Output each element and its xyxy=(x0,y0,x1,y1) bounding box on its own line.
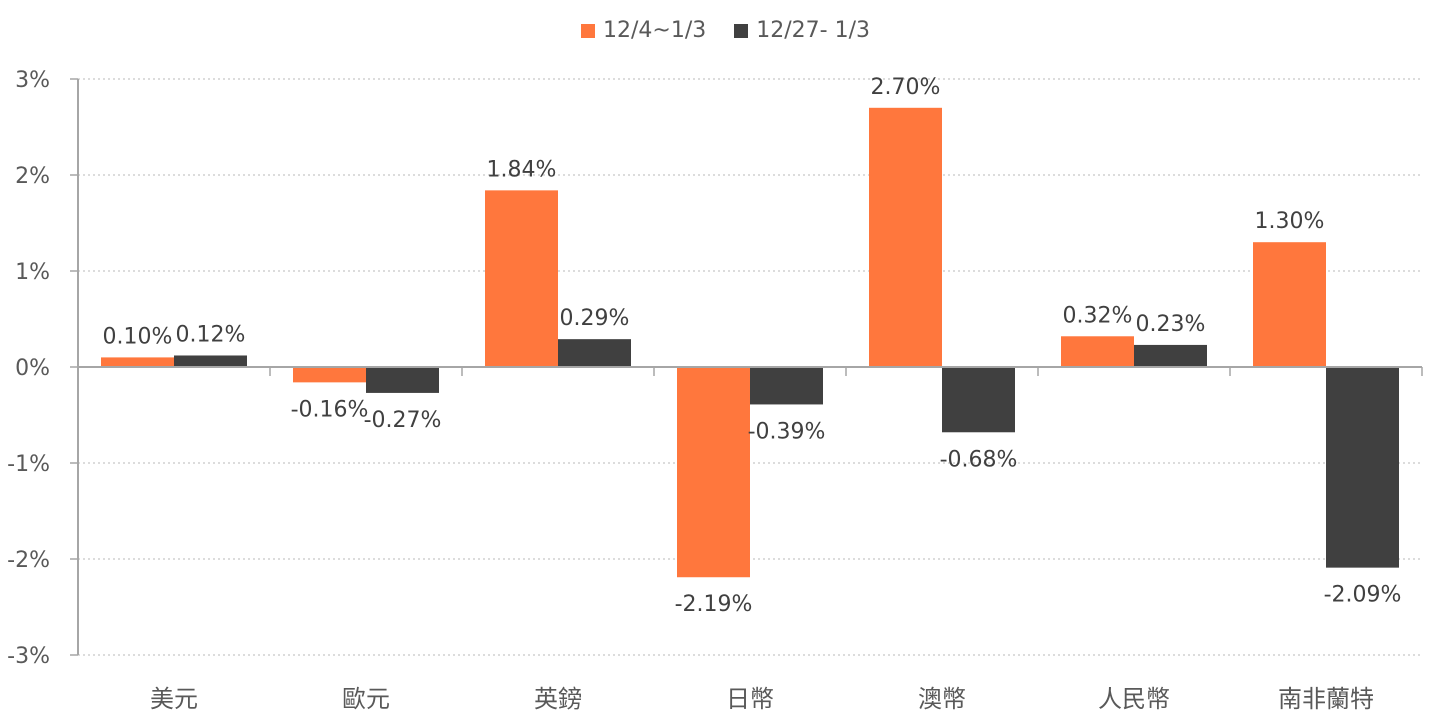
bar xyxy=(101,357,174,367)
bar xyxy=(750,367,823,405)
bar xyxy=(174,355,247,367)
bar xyxy=(942,367,1015,433)
bar xyxy=(485,190,558,367)
data-label: 0.32% xyxy=(1063,303,1133,328)
data-label: 0.29% xyxy=(560,306,630,331)
data-labels: 0.10% 0.12% -0.16%-0.27% 1.84% 0.29% -2.19% -0… xyxy=(103,75,1402,617)
bar xyxy=(293,367,366,383)
y-tick-label: 2% xyxy=(15,164,50,189)
y-tick-label: -3% xyxy=(7,644,50,669)
legend-item-series-2: 12/27- 1/3 xyxy=(734,18,870,43)
data-label: 0.12% xyxy=(176,322,246,347)
legend-label: 12/4~1/3 xyxy=(603,18,707,43)
legend-swatch-orange xyxy=(581,23,595,38)
bar xyxy=(1061,336,1134,367)
data-label: -2.09% xyxy=(1324,583,1402,608)
x-category-label: 日幣 xyxy=(726,685,774,713)
x-category-label: 英鎊 xyxy=(534,685,582,713)
legend-swatch-dark xyxy=(734,23,749,38)
y-tick-label: 0% xyxy=(15,356,50,381)
data-label: 1.84% xyxy=(487,157,557,182)
bar xyxy=(558,339,631,367)
data-label: -0.39% xyxy=(748,419,826,444)
x-category-label: 美元 xyxy=(150,685,198,713)
data-label: -0.68% xyxy=(940,447,1018,472)
bars xyxy=(101,107,1399,578)
data-label: -0.16% xyxy=(291,397,369,422)
bar xyxy=(1253,242,1326,367)
legend-item-series-1: 12/4~1/3 xyxy=(581,18,706,43)
bar xyxy=(366,367,439,393)
chart-legend: 12/4~1/3 12/27- 1/3 xyxy=(0,18,1451,43)
bar xyxy=(1134,344,1207,367)
data-label: -0.27% xyxy=(364,408,442,433)
bar xyxy=(1326,367,1399,568)
y-tick-label: 1% xyxy=(15,260,50,285)
x-category-label: 人民幣 xyxy=(1098,685,1170,713)
y-tick-label: 3% xyxy=(15,68,50,93)
x-category-label: 南非蘭特 xyxy=(1278,685,1374,713)
y-tick-label: -1% xyxy=(7,452,50,477)
data-label: 0.10% xyxy=(103,324,173,349)
data-label: -2.19% xyxy=(675,592,753,617)
x-category-label: 歐元 xyxy=(342,685,390,713)
data-label: 1.30% xyxy=(1255,209,1325,234)
x-category-label: 澳幣 xyxy=(918,685,966,713)
y-tick-label: -2% xyxy=(7,548,50,573)
bar xyxy=(677,367,750,578)
bar xyxy=(869,107,942,368)
data-label: 0.23% xyxy=(1136,312,1206,337)
legend-label: 12/27- 1/3 xyxy=(756,18,870,43)
axes: 3% 2% 1% 0% -1% -2% -3% 美元 歐元 英鎊 日幣 澳幣 人民幣 南非蘭特 xyxy=(7,68,1423,713)
data-label: 2.70% xyxy=(871,75,941,100)
